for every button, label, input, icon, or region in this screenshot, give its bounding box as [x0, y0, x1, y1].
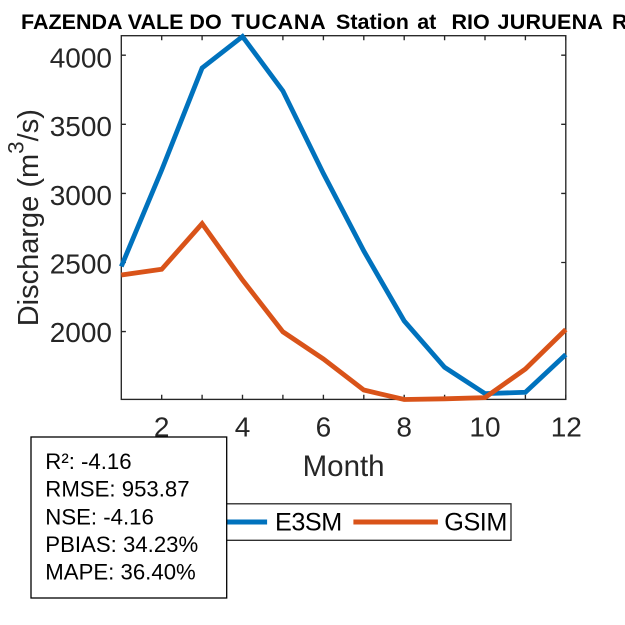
- svg-text:NSE: -4.16: NSE: -4.16: [45, 504, 154, 529]
- svg-text:E3SM: E3SM: [275, 509, 342, 537]
- svg-text:GSIM: GSIM: [444, 509, 507, 537]
- svg-text:4: 4: [235, 411, 251, 442]
- svg-text:3000: 3000: [50, 180, 112, 211]
- svg-text:MAPE: 36.40%: MAPE: 36.40%: [45, 560, 195, 585]
- svg-text:2: 2: [154, 411, 170, 442]
- svg-text:Month: Month: [303, 450, 385, 483]
- svg-text:2500: 2500: [50, 249, 112, 280]
- svg-text:RMSE: 953.87: RMSE: 953.87: [45, 477, 189, 502]
- svg-text:12: 12: [551, 411, 582, 442]
- svg-text:R²: -4.16: R²: -4.16: [45, 449, 131, 474]
- svg-text:3500: 3500: [50, 111, 112, 142]
- svg-text:8: 8: [396, 411, 412, 442]
- svg-text:10: 10: [469, 411, 500, 442]
- svg-text:2000: 2000: [50, 317, 112, 348]
- svg-text:Discharge (m3/s): Discharge (m3/s): [4, 109, 46, 326]
- svg-text:PBIAS: 34.23%: PBIAS: 34.23%: [45, 532, 198, 557]
- svg-text:6: 6: [316, 411, 332, 442]
- svg-text:4000: 4000: [50, 42, 112, 73]
